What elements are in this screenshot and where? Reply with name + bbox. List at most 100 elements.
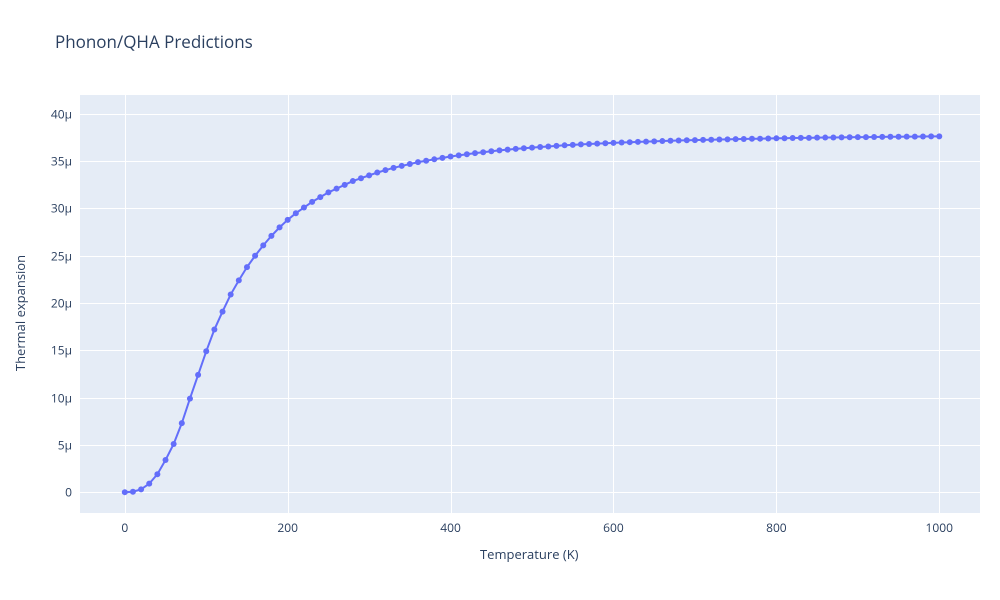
data-point[interactable] <box>399 163 405 169</box>
data-point[interactable] <box>195 372 201 378</box>
data-point[interactable] <box>285 217 291 223</box>
data-point[interactable] <box>505 147 511 153</box>
data-point[interactable] <box>936 133 942 139</box>
data-point[interactable] <box>553 143 559 149</box>
data-point[interactable] <box>521 145 527 151</box>
data-point[interactable] <box>602 140 608 146</box>
data-point[interactable] <box>545 143 551 149</box>
data-point[interactable] <box>163 457 169 463</box>
data-point[interactable] <box>700 137 706 143</box>
data-point[interactable] <box>448 153 454 159</box>
data-point[interactable] <box>488 148 494 154</box>
data-point[interactable] <box>260 242 266 248</box>
data-point[interactable] <box>252 253 258 259</box>
data-point[interactable] <box>317 194 323 200</box>
data-point[interactable] <box>692 137 698 143</box>
data-point[interactable] <box>765 136 771 142</box>
data-point[interactable] <box>733 136 739 142</box>
data-point[interactable] <box>301 205 307 211</box>
data-point[interactable] <box>847 134 853 140</box>
data-point[interactable] <box>382 167 388 173</box>
data-point[interactable] <box>358 175 364 181</box>
data-point[interactable] <box>627 139 633 145</box>
data-point[interactable] <box>822 135 828 141</box>
data-point[interactable] <box>659 138 665 144</box>
data-point[interactable] <box>130 489 136 495</box>
data-point[interactable] <box>863 134 869 140</box>
data-point[interactable] <box>391 165 397 171</box>
data-point[interactable] <box>676 137 682 143</box>
data-point[interactable] <box>268 233 274 239</box>
data-point[interactable] <box>619 139 625 145</box>
data-point[interactable] <box>228 292 234 298</box>
data-point[interactable] <box>342 182 348 188</box>
data-point[interactable] <box>423 158 429 164</box>
data-point[interactable] <box>439 155 445 161</box>
data-point[interactable] <box>334 186 340 192</box>
data-point[interactable] <box>480 149 486 155</box>
data-point[interactable] <box>855 134 861 140</box>
data-point[interactable] <box>578 141 584 147</box>
data-point[interactable] <box>456 152 462 158</box>
data-point[interactable] <box>887 134 893 140</box>
data-point[interactable] <box>407 161 413 167</box>
data-point[interactable] <box>896 134 902 140</box>
data-point[interactable] <box>741 136 747 142</box>
data-point[interactable] <box>904 134 910 140</box>
data-point[interactable] <box>220 309 226 315</box>
data-point[interactable] <box>773 135 779 141</box>
data-point[interactable] <box>928 133 934 139</box>
data-point[interactable] <box>513 146 519 152</box>
data-point[interactable] <box>203 348 209 354</box>
data-point[interactable] <box>154 471 160 477</box>
data-point[interactable] <box>790 135 796 141</box>
data-point[interactable] <box>643 139 649 145</box>
data-point[interactable] <box>708 137 714 143</box>
data-point[interactable] <box>187 396 193 402</box>
data-point[interactable] <box>635 139 641 145</box>
data-point[interactable] <box>171 441 177 447</box>
data-point[interactable] <box>293 210 299 216</box>
data-point[interactable] <box>716 137 722 143</box>
data-point[interactable] <box>806 135 812 141</box>
data-point[interactable] <box>179 420 185 426</box>
data-point[interactable] <box>879 134 885 140</box>
data-point[interactable] <box>122 489 128 495</box>
data-point[interactable] <box>586 141 592 147</box>
data-point[interactable] <box>374 170 380 176</box>
data-point[interactable] <box>814 135 820 141</box>
data-point[interactable] <box>839 134 845 140</box>
data-point[interactable] <box>350 178 356 184</box>
data-point[interactable] <box>496 147 502 153</box>
data-point[interactable] <box>366 172 372 178</box>
data-point[interactable] <box>920 134 926 140</box>
data-point[interactable] <box>309 199 315 205</box>
data-point[interactable] <box>798 135 804 141</box>
data-point[interactable] <box>749 136 755 142</box>
data-point[interactable] <box>464 151 470 157</box>
data-point[interactable] <box>562 142 568 148</box>
series-line[interactable] <box>125 136 939 492</box>
data-point[interactable] <box>431 156 437 162</box>
data-point[interactable] <box>325 189 331 195</box>
data-point[interactable] <box>529 145 535 151</box>
data-point[interactable] <box>610 140 616 146</box>
data-point[interactable] <box>757 136 763 142</box>
data-point[interactable] <box>277 224 283 230</box>
data-point[interactable] <box>651 138 657 144</box>
data-point[interactable] <box>244 264 250 270</box>
data-point[interactable] <box>472 150 478 156</box>
data-point[interactable] <box>138 486 144 492</box>
data-point[interactable] <box>725 136 731 142</box>
data-point[interactable] <box>537 144 543 150</box>
data-point[interactable] <box>570 142 576 148</box>
data-point[interactable] <box>211 327 217 333</box>
data-point[interactable] <box>668 138 674 144</box>
data-point[interactable] <box>912 134 918 140</box>
data-point[interactable] <box>415 159 421 165</box>
data-point[interactable] <box>146 481 152 487</box>
data-point[interactable] <box>236 277 242 283</box>
data-point[interactable] <box>782 135 788 141</box>
data-point[interactable] <box>830 134 836 140</box>
data-point[interactable] <box>871 134 877 140</box>
